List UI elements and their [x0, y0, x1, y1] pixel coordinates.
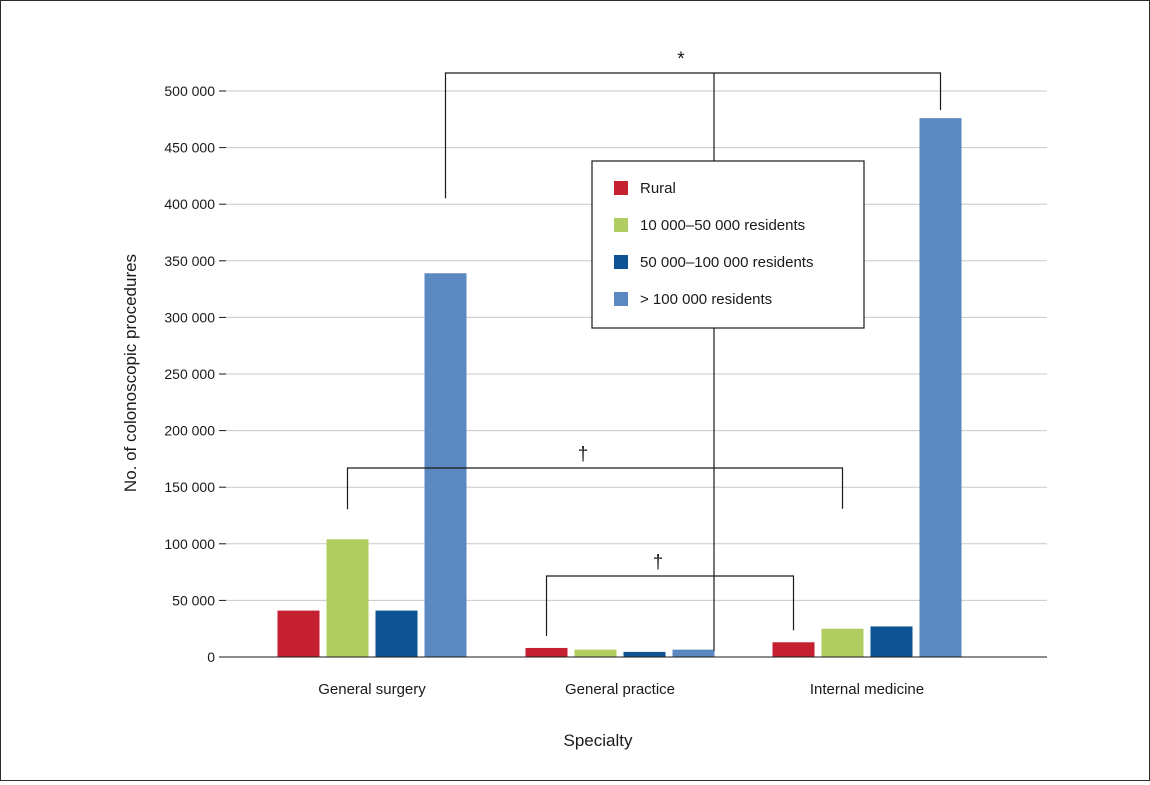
bar-internal-medicine-series-1 [772, 642, 815, 657]
bar-general-practice-series-1 [525, 647, 568, 657]
y-tick-label: 450 000 [164, 140, 215, 156]
y-tick-label: 500 000 [164, 83, 215, 99]
significance-marker: † [653, 552, 664, 573]
y-tick-label: 150 000 [164, 479, 215, 495]
legend-swatch [614, 292, 628, 306]
y-tick-label: 250 000 [164, 366, 215, 382]
x-axis-category-labels: General surgery General practice Internal … [318, 681, 924, 698]
bar-general-surgery-series-3 [375, 610, 418, 657]
legend-label: 10 000–50 000 residents [640, 217, 805, 234]
bar-general-practice-series-2 [574, 649, 617, 657]
y-tick-label: 0 [207, 649, 215, 665]
y-tick-label: 100 000 [164, 536, 215, 552]
legend-label: 50 000–100 000 residents [640, 254, 813, 271]
legend-label: Rural [640, 180, 676, 197]
x-category-label: General surgery [318, 681, 426, 698]
y-tick-label: 300 000 [164, 309, 215, 325]
significance-bracket [444, 72, 942, 199]
legend-label: > 100 000 residents [640, 291, 772, 308]
significance-bracket [346, 467, 844, 510]
y-tick-label: 50 000 [172, 592, 215, 608]
significance-marker: † [578, 444, 589, 465]
legend-swatch [614, 218, 628, 232]
legend-swatch [614, 255, 628, 269]
significance-bracket [545, 575, 795, 636]
y-tick-label: 400 000 [164, 196, 215, 212]
y-axis-title: No. of colonoscopic procedures [121, 254, 140, 492]
x-category-label: General practice [565, 681, 675, 698]
x-category-label: Internal medicine [810, 681, 924, 698]
legend-swatch [614, 181, 628, 195]
bar-general-surgery-series-1 [277, 610, 320, 657]
bar-general-practice-series-4 [672, 649, 715, 657]
y-tick-label: 200 000 [164, 423, 215, 439]
y-axis-ticks: 0 50 000 100 000 150 000 200 000 250 000 300 0… [164, 83, 226, 665]
bar-internal-medicine-series-3 [870, 626, 913, 657]
bar-internal-medicine-series-4 [919, 118, 962, 658]
bars [277, 118, 962, 658]
legend-box [591, 160, 865, 329]
bar-general-surgery-series-4 [424, 273, 467, 657]
bar-general-surgery-series-2 [326, 539, 369, 657]
x-axis-title: Specialty [564, 731, 633, 750]
legend: Rural 10 000–50 000 residents 50 000–100 0… [591, 160, 865, 329]
bar-general-practice-series-3 [623, 651, 666, 657]
significance-marker: * [677, 49, 685, 70]
y-tick-label: 350 000 [164, 253, 215, 269]
bar-internal-medicine-series-2 [821, 628, 864, 657]
